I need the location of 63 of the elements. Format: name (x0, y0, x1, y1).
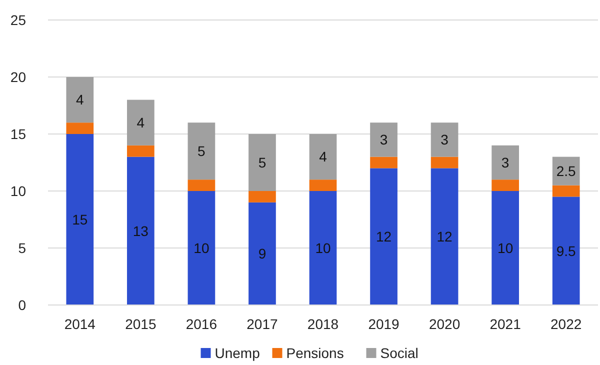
bar (188, 191, 216, 305)
x-tick-label: 2017 (246, 316, 278, 332)
bar (188, 122, 216, 180)
y-tick-label: 10 (10, 182, 26, 199)
data-label: 15 (72, 211, 88, 228)
data-label: 4 (136, 114, 145, 130)
y-tick-label: 25 (10, 12, 26, 28)
bar (552, 185, 580, 197)
x-tick-label: 2019 (368, 316, 400, 332)
data-label: 10 (315, 240, 331, 256)
bar (127, 100, 154, 146)
bar (370, 168, 398, 305)
data-label: 2.5 (556, 162, 576, 179)
bar (370, 122, 398, 157)
bar (430, 168, 458, 305)
data-label: 3 (380, 132, 388, 148)
bar (552, 196, 580, 305)
legend-label: Unemp (214, 344, 260, 361)
bar (248, 134, 276, 191)
data-label: 4 (76, 92, 84, 108)
y-tick-label: 5 (18, 240, 26, 256)
data-label: 12 (436, 228, 453, 244)
bar (248, 191, 276, 202)
legend-label: Social (380, 344, 418, 361)
y-tick-label: 15 (10, 126, 26, 142)
bar (309, 180, 337, 191)
x-tick-label: 2020 (428, 316, 460, 332)
bar (552, 156, 580, 186)
bar (309, 191, 337, 305)
bar (430, 122, 458, 157)
bar (127, 156, 154, 305)
y-tick-label: 20 (10, 68, 26, 85)
bar (66, 134, 94, 305)
x-tick-label: 2015 (125, 316, 156, 332)
data-label: 5 (198, 143, 206, 159)
x-tick-label: 2014 (64, 316, 96, 332)
bar (492, 145, 519, 180)
bar (492, 191, 519, 305)
x-tick-label: 2021 (490, 316, 522, 332)
data-label: 13 (132, 222, 149, 239)
legend-label: Pensions (286, 344, 344, 361)
bar (430, 156, 458, 168)
bar (127, 145, 154, 157)
data-label: 5 (258, 154, 266, 170)
data-label: 10 (498, 240, 514, 256)
x-tick-label: 2016 (186, 316, 218, 332)
data-label: 4 (319, 148, 328, 165)
bar (248, 202, 276, 305)
data-label: 3 (501, 154, 510, 170)
data-label: 9 (258, 246, 266, 262)
y-tick-label: 0 (18, 296, 26, 313)
bar (370, 156, 398, 168)
x-tick-label: 2022 (550, 316, 582, 332)
bar (492, 180, 519, 191)
bar (188, 180, 216, 191)
data-label: 10 (194, 240, 210, 256)
data-label: 12 (376, 228, 392, 244)
bar (66, 122, 94, 134)
bar (309, 134, 337, 180)
x-tick-label: 2018 (307, 316, 339, 332)
data-label: 9.5 (556, 242, 576, 259)
data-label: 3 (440, 132, 449, 148)
bar (66, 77, 94, 123)
